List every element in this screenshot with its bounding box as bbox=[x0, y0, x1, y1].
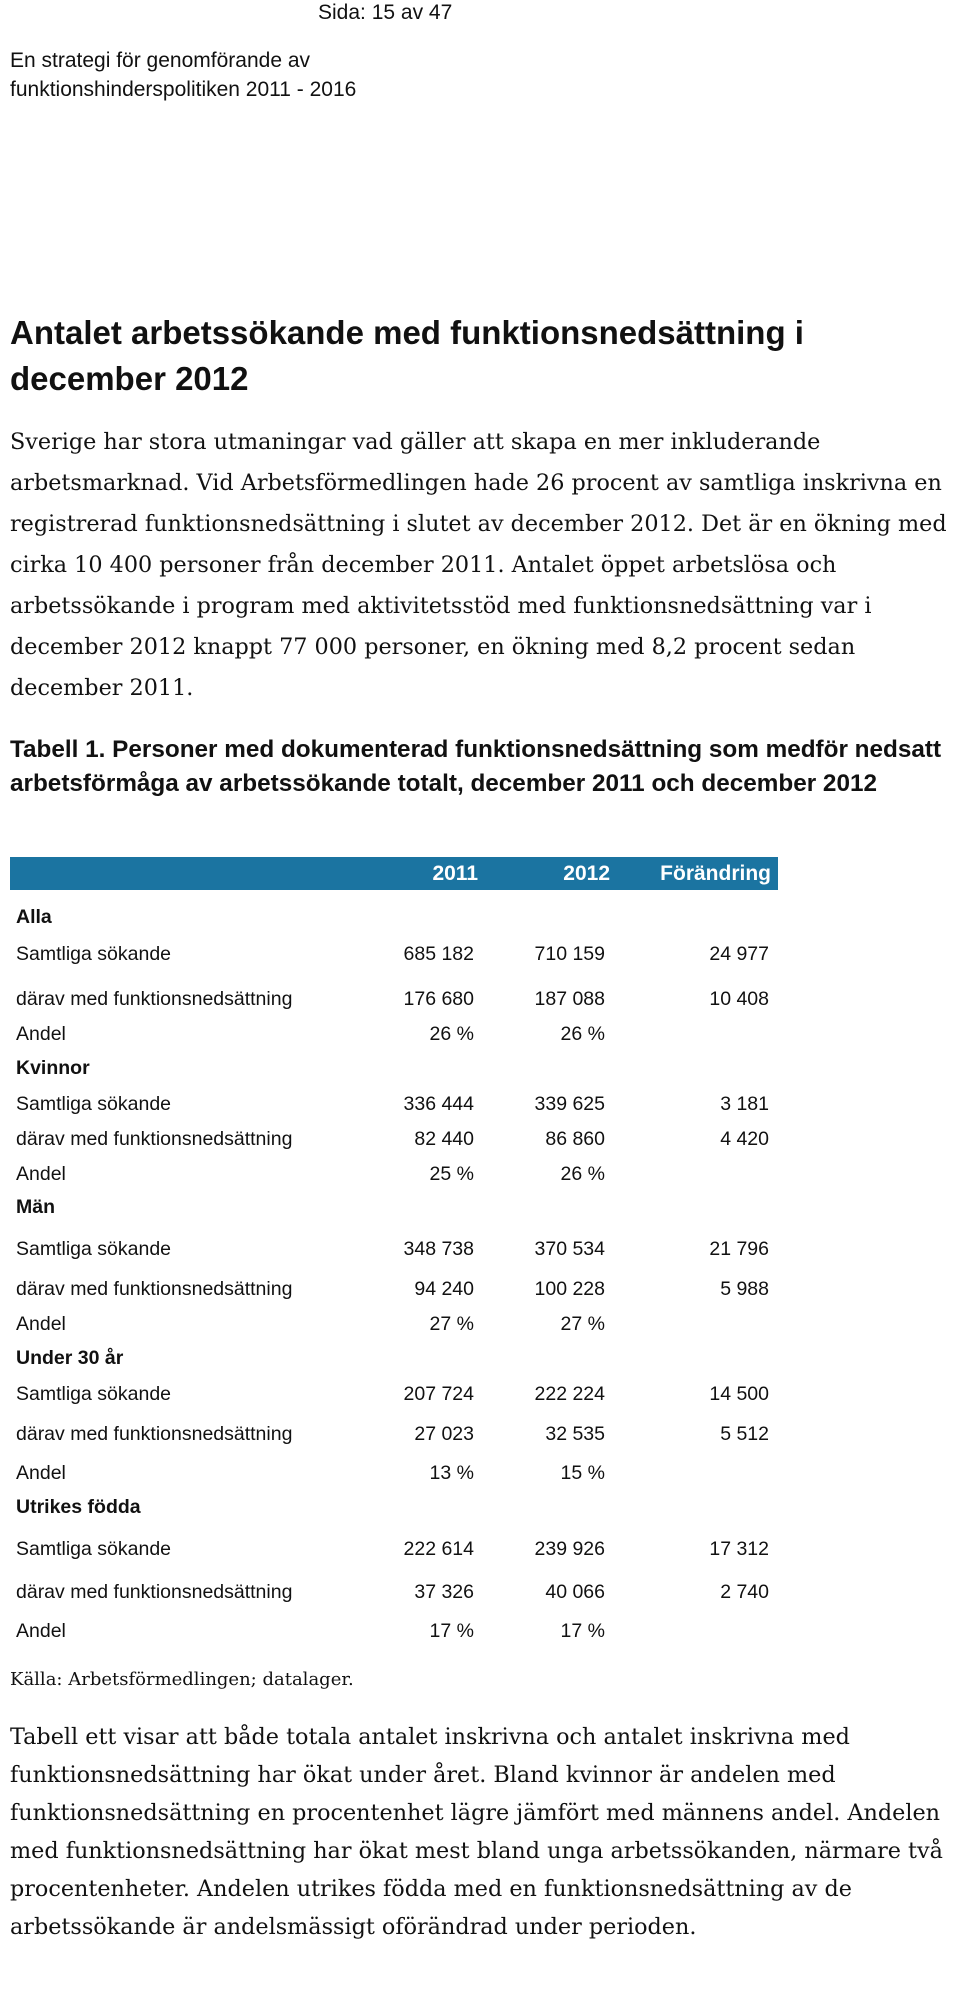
column-header-2011: 2011 bbox=[432, 862, 478, 885]
cell-2011: 27 023 bbox=[414, 1423, 474, 1445]
table-row: Andel 17 % 17 % bbox=[0, 1618, 960, 1644]
cell-change: 5 512 bbox=[720, 1423, 769, 1445]
row-label: därav med funktionsnedsättning bbox=[16, 1581, 293, 1603]
document-header-line-2: funktionshinderspolitiken 2011 - 2016 bbox=[10, 78, 357, 101]
group-label-under-30: Under 30 år bbox=[16, 1347, 124, 1369]
cell-2011: 13 % bbox=[429, 1462, 474, 1484]
analysis-paragraph: Tabell ett visar att både totala antalet… bbox=[10, 1724, 943, 1940]
cell-2011: 336 444 bbox=[403, 1093, 475, 1115]
document-header: En strategi för genomförande av funktion… bbox=[10, 46, 356, 104]
cell-2011: 207 724 bbox=[403, 1383, 475, 1405]
cell-2012: 27 % bbox=[560, 1313, 605, 1335]
cell-2012: 15 % bbox=[560, 1462, 605, 1484]
cell-2011: 27 % bbox=[429, 1313, 474, 1335]
row-label: Andel bbox=[16, 1620, 66, 1642]
cell-change: 17 312 bbox=[709, 1538, 769, 1560]
table-row: Andel 13 % 15 % bbox=[0, 1460, 960, 1486]
table-row: Samtliga sökande 348 738 370 534 21 796 bbox=[0, 1236, 960, 1262]
cell-2012: 17 % bbox=[560, 1620, 605, 1642]
cell-2012: 710 159 bbox=[534, 943, 606, 965]
intro-paragraph: Sverige har stora utmaningar vad gäller … bbox=[10, 429, 947, 701]
row-label: därav med funktionsnedsättning bbox=[16, 988, 293, 1010]
table-row: därav med funktionsnedsättning 94 240 10… bbox=[0, 1276, 960, 1302]
table-row: därav med funktionsnedsättning 27 023 32… bbox=[0, 1421, 960, 1447]
table-row: därav med funktionsnedsättning 82 440 86… bbox=[0, 1126, 960, 1152]
cell-2012: 32 535 bbox=[545, 1423, 605, 1445]
cell-change: 21 796 bbox=[709, 1238, 769, 1260]
table-source-note: Källa: Arbetsförmedlingen; datalager. bbox=[10, 1669, 354, 1690]
cell-2012: 222 224 bbox=[534, 1383, 606, 1405]
table-row: Andel 27 % 27 % bbox=[0, 1311, 960, 1337]
row-label: Andel bbox=[16, 1313, 66, 1335]
table-row: därav med funktionsnedsättning 37 326 40… bbox=[0, 1579, 960, 1605]
cell-2011: 37 326 bbox=[414, 1581, 474, 1603]
table-caption: Tabell 1. Personer med dokumenterad funk… bbox=[10, 736, 942, 797]
cell-change: 14 500 bbox=[709, 1383, 769, 1405]
row-label: Samtliga sökande bbox=[16, 1383, 172, 1405]
cell-2012: 239 926 bbox=[534, 1538, 606, 1560]
row-label: därav med funktionsnedsättning bbox=[16, 1128, 293, 1150]
cell-2011: 25 % bbox=[429, 1163, 474, 1185]
cell-2011: 685 182 bbox=[403, 943, 475, 965]
table-row: Samtliga sökande 336 444 339 625 3 181 bbox=[0, 1091, 960, 1117]
cell-2011: 176 680 bbox=[403, 988, 475, 1010]
table-row: Andel 26 % 26 % bbox=[0, 1021, 960, 1047]
cell-2011: 94 240 bbox=[414, 1278, 474, 1300]
page-number: Sida: 15 av 47 bbox=[318, 1, 453, 24]
row-label: Andel bbox=[16, 1462, 66, 1484]
row-label: Andel bbox=[16, 1163, 66, 1185]
section-heading: Antalet arbetssökande med funktionsnedsä… bbox=[10, 314, 804, 397]
cell-2011: 17 % bbox=[429, 1620, 474, 1642]
cell-2012: 370 534 bbox=[534, 1238, 606, 1260]
cell-2012: 40 066 bbox=[545, 1581, 605, 1603]
cell-change: 3 181 bbox=[720, 1093, 769, 1115]
cell-2012: 100 228 bbox=[534, 1278, 606, 1300]
table-header-row: 2011 2012 Förändring bbox=[10, 857, 778, 890]
table-row: Samtliga sökande 685 182 710 159 24 977 bbox=[0, 941, 960, 967]
cell-2011: 26 % bbox=[429, 1023, 474, 1045]
cell-2011: 82 440 bbox=[414, 1128, 474, 1150]
column-header-change: Förändring bbox=[660, 862, 771, 885]
cell-2012: 86 860 bbox=[545, 1128, 605, 1150]
group-label-kvinnor: Kvinnor bbox=[16, 1057, 90, 1079]
cell-2011: 222 614 bbox=[403, 1538, 475, 1560]
group-label-man: Män bbox=[16, 1196, 55, 1218]
document-header-line-1: En strategi för genomförande av bbox=[10, 49, 311, 72]
cell-change: 24 977 bbox=[709, 943, 769, 965]
cell-change: 4 420 bbox=[720, 1128, 769, 1150]
cell-2012: 26 % bbox=[560, 1163, 605, 1185]
table-row: Andel 25 % 26 % bbox=[0, 1161, 960, 1187]
table-row: Samtliga sökande 222 614 239 926 17 312 bbox=[0, 1536, 960, 1562]
table-row: därav med funktionsnedsättning 176 680 1… bbox=[0, 986, 960, 1012]
cell-change: 5 988 bbox=[720, 1278, 769, 1300]
row-label: Samtliga sökande bbox=[16, 1093, 172, 1115]
row-label: därav med funktionsnedsättning bbox=[16, 1423, 293, 1445]
column-header-2012: 2012 bbox=[563, 862, 610, 885]
row-label: Samtliga sökande bbox=[16, 943, 172, 965]
row-label: Samtliga sökande bbox=[16, 1238, 172, 1260]
group-label-alla: Alla bbox=[16, 906, 52, 928]
cell-2012: 26 % bbox=[560, 1023, 605, 1045]
cell-2011: 348 738 bbox=[403, 1238, 475, 1260]
group-label-utrikes-fodda: Utrikes födda bbox=[16, 1496, 141, 1518]
cell-2012: 339 625 bbox=[534, 1093, 606, 1115]
row-label: Andel bbox=[16, 1023, 66, 1045]
cell-change: 10 408 bbox=[709, 988, 769, 1010]
cell-2012: 187 088 bbox=[534, 988, 606, 1010]
table-row: Samtliga sökande 207 724 222 224 14 500 bbox=[0, 1381, 960, 1407]
cell-change: 2 740 bbox=[720, 1581, 769, 1603]
row-label: Samtliga sökande bbox=[16, 1538, 172, 1560]
row-label: därav med funktionsnedsättning bbox=[16, 1278, 293, 1300]
